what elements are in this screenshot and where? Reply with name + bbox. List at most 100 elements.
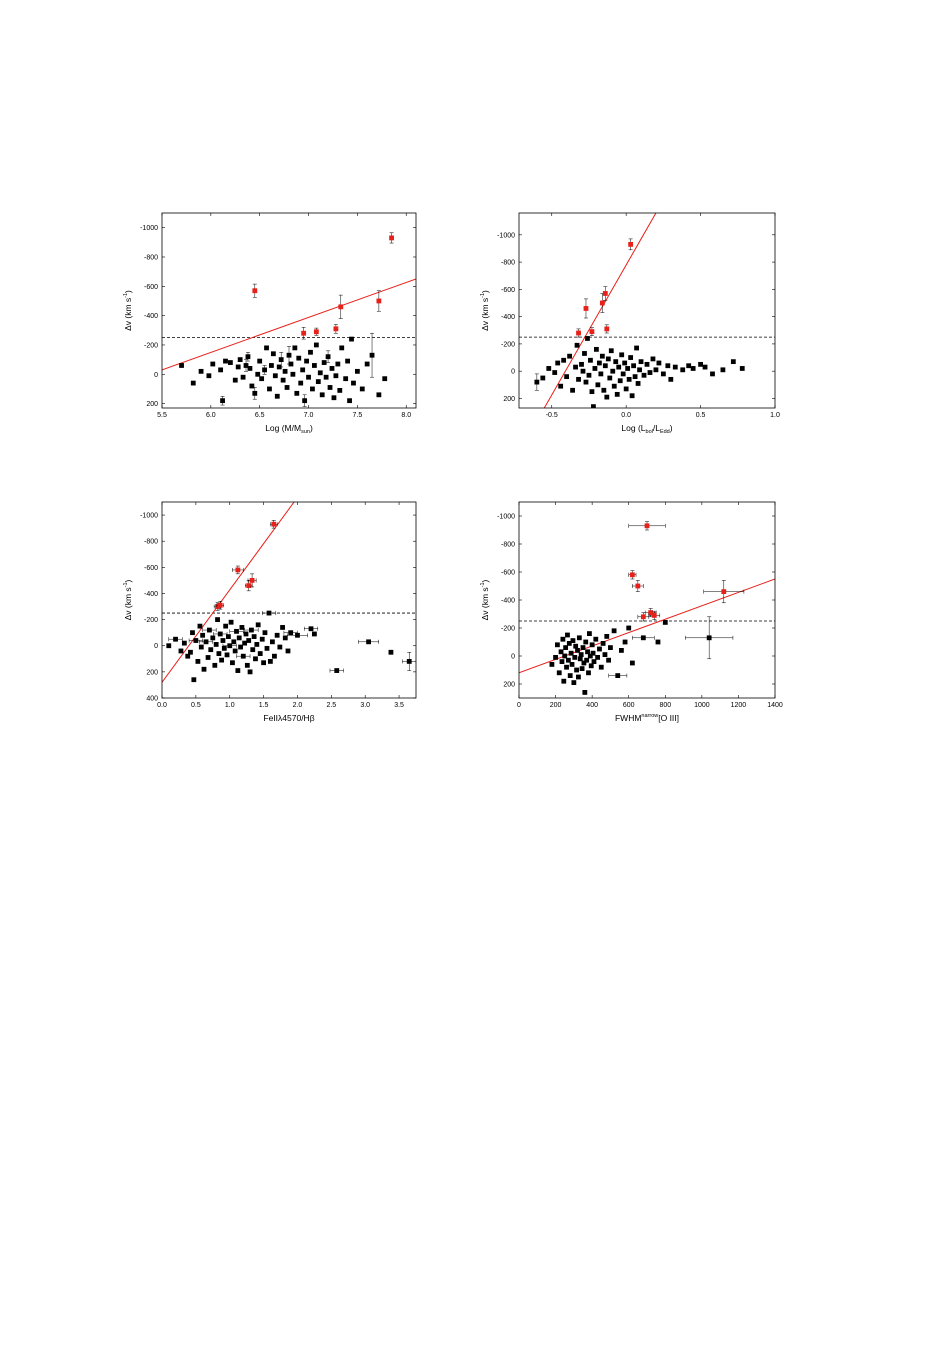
data-point-black: [244, 627, 259, 633]
data-point-black: [629, 660, 635, 666]
data-point-black: [224, 652, 230, 658]
data-point-black: [720, 367, 726, 373]
data-point-black: [560, 636, 566, 642]
data-point-black: [347, 398, 352, 404]
x-axis-label-part: FWHM: [615, 713, 641, 723]
data-point-black: [660, 371, 666, 377]
data-point-black: [235, 364, 241, 370]
data-point-black: [259, 636, 265, 642]
data-point-black: [559, 659, 565, 664]
data-point-black: [561, 678, 567, 684]
y-axis-label-part: ): [123, 579, 133, 582]
data-point-black: [239, 625, 245, 630]
data-point-black: [585, 336, 590, 341]
data-point-black: [641, 372, 647, 378]
data-point-black: [237, 357, 243, 363]
data-point-black: [359, 386, 365, 392]
data-point-red: [648, 610, 661, 620]
data-point-black: [631, 363, 637, 369]
x-tick-label: 6.5: [255, 412, 265, 419]
y-tick-label: 0: [154, 372, 158, 379]
x-axis-label-part: Log (L: [621, 423, 645, 433]
data-point-black: [593, 636, 599, 642]
data-point-black: [236, 653, 251, 659]
data-point-black: [595, 382, 601, 388]
data-point-black: [613, 359, 619, 365]
fit-line: [543, 213, 657, 408]
y-axis-label: Δv (km s-1): [480, 579, 490, 620]
data-point-black: [402, 652, 416, 671]
data-point-black: [219, 657, 225, 663]
data-point-black: [325, 350, 331, 363]
data-point-black: [579, 666, 585, 671]
x-tick-label: 0.0: [157, 702, 167, 709]
data-point-black: [583, 379, 589, 385]
data-point-red: [576, 328, 581, 338]
panel-feii-scatter: 0.0 0.5 1.0 1.5 2.0 2.5 3.0 3.5 -1000 -800 -600 -40…: [123, 501, 417, 723]
data-point-black: [243, 359, 249, 372]
data-point-black: [280, 377, 286, 383]
data-point-black: [562, 653, 568, 659]
x-tick-label: 800: [659, 702, 671, 709]
x-tick-label: 0: [517, 702, 521, 709]
data-point-black: [284, 385, 290, 390]
data-point-black: [358, 639, 379, 645]
data-point-black: [236, 635, 242, 641]
data-point-black: [290, 371, 296, 377]
data-point-black: [286, 346, 292, 365]
data-point-black: [622, 639, 628, 645]
data-point-black: [552, 370, 558, 375]
panel-fwhm-scatter: 0 200 400 600 800 1000 1200 1400 -1000 -800 -600 -4…: [480, 501, 783, 723]
data-point-black: [259, 376, 265, 382]
x-axis-label-part: ): [310, 423, 313, 433]
data-point-black: [249, 383, 255, 389]
x-tick-label: 0.5: [191, 702, 201, 709]
data-point-black: [197, 623, 203, 629]
data-point-black: [650, 356, 656, 362]
data-point-black: [576, 376, 581, 382]
data-point-black: [202, 627, 217, 633]
x-tick-label: 2.5: [326, 702, 336, 709]
y-tick-label: -800: [501, 542, 515, 549]
x-axis-label: FeIIλ4570/Hβ: [263, 713, 314, 723]
data-point-black: [710, 371, 715, 377]
plot-frame: [518, 501, 776, 699]
data-point-black: [577, 656, 583, 662]
data-point-black: [574, 342, 580, 348]
data-point-black: [327, 385, 333, 390]
data-point-black: [564, 664, 569, 670]
data-point-black: [576, 635, 582, 641]
data-point-black: [250, 647, 256, 653]
data-point-black: [608, 348, 614, 354]
data-point-black: [223, 623, 229, 629]
x-axis-label-part: FeIIλ4570/Hβ: [263, 713, 314, 723]
data-point-black: [364, 361, 370, 367]
data-point-black: [335, 361, 341, 367]
x-axis-label-part: Log (M/M: [265, 423, 301, 433]
data-point-black: [213, 631, 228, 637]
data-point-black: [272, 653, 277, 659]
y-tick-label: 0: [154, 643, 158, 650]
data-point-black: [200, 632, 206, 638]
data-point-black: [598, 371, 604, 377]
data-point-black: [221, 645, 227, 651]
data-point-black: [261, 610, 277, 616]
data-point-red: [301, 327, 307, 340]
data-point-black: [323, 374, 329, 380]
data-point-black: [181, 640, 187, 646]
data-point-black: [629, 393, 635, 399]
data-point-black: [591, 404, 596, 408]
data-point-black: [656, 360, 662, 366]
panel-eddington-scatter: -0.5 0.0 0.5 1.0 -1000 -800 -600 -400 -200 0 200 Lo…: [480, 212, 780, 435]
data-point-black: [587, 653, 593, 659]
data-point-black: [298, 380, 304, 386]
y-axis-label-part: -1: [480, 293, 486, 298]
data-point-black: [623, 386, 629, 392]
plot-frame: [518, 212, 776, 409]
y-axis-label-part: Δv (km s: [123, 298, 133, 331]
data-point-black: [580, 645, 586, 650]
x-axis-label-part: sun: [301, 429, 310, 435]
data-point-black: [300, 367, 306, 373]
data-point-black: [216, 651, 222, 656]
data-point-black: [608, 645, 613, 650]
